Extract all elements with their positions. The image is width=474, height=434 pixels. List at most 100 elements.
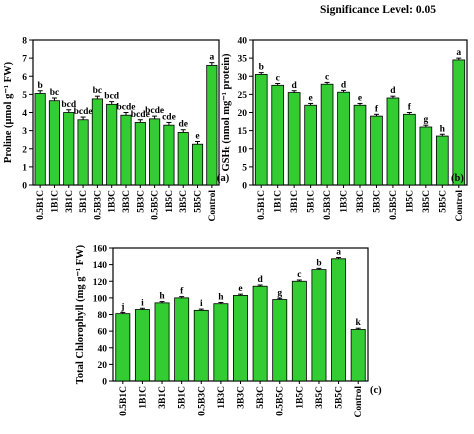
bar <box>77 119 89 186</box>
significance-letter: j <box>120 302 124 312</box>
bar <box>177 132 189 186</box>
x-category-label: 1B5C <box>165 190 175 213</box>
bar <box>370 115 383 186</box>
y-tick-label: 7 <box>22 55 27 65</box>
bar <box>272 299 288 382</box>
x-category-label: 5B1C <box>307 190 317 213</box>
x-category-label: 0.5B3C <box>197 386 207 416</box>
x-category-label: 3B1C <box>158 386 168 409</box>
chart-panel-2: 0 5 10 15 20 25 30 35 40 GSHₜ (nmol mg⁻¹ protein)… <box>221 37 468 222</box>
bar <box>287 92 301 186</box>
significance-letter: e <box>238 284 242 294</box>
significance-letter: d <box>341 80 347 90</box>
bar <box>206 64 218 186</box>
y-tick-label: 2 <box>22 145 27 155</box>
bar <box>134 122 146 186</box>
x-category-label: 5B5C <box>194 190 204 213</box>
bar <box>337 91 350 186</box>
significance-letter: f <box>408 103 412 113</box>
bar <box>154 302 170 382</box>
y-tick-label: 1 <box>22 163 27 173</box>
y-tick-label: 0 <box>102 378 107 388</box>
significance-letter: h <box>159 292 165 302</box>
y-tick-label: 120 <box>93 278 108 288</box>
significance-letter: bc <box>93 86 103 96</box>
bar <box>252 285 268 382</box>
significance-letter: i <box>141 298 144 308</box>
significance-letter: f <box>180 287 184 297</box>
bar <box>163 124 175 186</box>
significance-letter: e <box>195 132 199 142</box>
bar <box>419 126 433 186</box>
significance-letter: c <box>325 72 329 82</box>
x-category-label: 0.5B1C <box>257 190 267 220</box>
significance-letter: bcde <box>145 106 164 116</box>
x-category-label: 0.5B1C <box>119 386 129 416</box>
panel-label: (b) <box>451 173 464 184</box>
x-category-label: 1B3C <box>217 386 227 409</box>
x-category-label: 0.5B5C <box>151 190 161 220</box>
x-category-label: 3B1C <box>290 190 300 213</box>
x-category-label: 3B5C <box>422 190 432 213</box>
x-category-label: 0.5B5C <box>276 386 286 416</box>
x-category-label: 1B1C <box>274 190 284 213</box>
bar <box>134 309 150 382</box>
x-category-label: 1B3C <box>108 190 118 213</box>
x-category-label: 3B3C <box>122 190 132 213</box>
x-category-label: 5B3C <box>372 190 382 213</box>
significance-letter: c <box>297 270 301 280</box>
x-category-label: 5B1C <box>178 386 188 409</box>
significance-letter: bcde <box>131 110 150 120</box>
y-tick-label: 15 <box>238 127 248 137</box>
bar <box>106 103 118 186</box>
panel-label: (c) <box>370 385 382 396</box>
significance-letter: k <box>356 318 362 328</box>
bar <box>120 114 132 186</box>
bar <box>149 118 161 186</box>
significance-letter: bcd <box>61 100 77 110</box>
bar <box>350 329 366 382</box>
y-tick-label: 35 <box>238 55 248 65</box>
chart-panel-3: 0 20 40 60 80 100 120 140 160 Total Chlorophyll (… <box>75 244 382 417</box>
y-tick-label: 0 <box>22 182 27 192</box>
bar <box>34 93 46 186</box>
x-category-label: 1B5C <box>405 190 415 213</box>
x-category-label: 3B1C <box>65 190 75 213</box>
y-tick-label: 30 <box>238 73 248 83</box>
y-tick-label: 160 <box>93 245 108 255</box>
significance-letter: g <box>423 115 428 125</box>
y-tick-label: 4 <box>22 109 27 119</box>
y-tick-label: 0 <box>242 182 247 192</box>
significance-letter: h <box>440 124 446 134</box>
x-category-label: 0.5B3C <box>93 190 103 220</box>
x-category-label: 1B3C <box>340 190 350 213</box>
bar <box>403 113 416 186</box>
x-category-label: 5B1C <box>79 190 89 213</box>
y-tick-label: 5 <box>22 91 27 101</box>
panel-label: (a) <box>217 173 230 184</box>
significance-letter: h <box>218 292 224 302</box>
y-tick-label: 10 <box>238 145 248 155</box>
bar <box>311 269 327 382</box>
chart-panel-1: 0 1 2 3 4 5 6 7 8 Proline (µmol g⁻¹ FW) b 0.5B1C bc 1… <box>3 37 230 222</box>
x-category-label: 5B3C <box>136 190 146 213</box>
bar <box>320 83 334 186</box>
x-category-label: 0.5B1C <box>36 190 46 220</box>
y-tick-label: 100 <box>93 294 108 304</box>
x-category-label: 1B1C <box>138 386 148 409</box>
significance-letter: b <box>316 258 321 268</box>
significance-letter: a <box>209 53 214 63</box>
bar <box>48 100 61 186</box>
significance-letter: c <box>276 74 280 84</box>
significance-level-label: Significance Level: 0.05 <box>320 4 436 16</box>
significance-letter: bcd <box>104 92 120 102</box>
significance-letter: e <box>309 93 313 103</box>
x-category-label: 3B3C <box>237 386 247 409</box>
significance-letter: de <box>178 120 188 130</box>
bar <box>291 280 307 382</box>
x-category-label: 3B5C <box>179 190 189 213</box>
y-tick-label: 25 <box>238 91 248 101</box>
bar <box>193 309 209 382</box>
x-category-label: 0.5B3C <box>323 190 333 220</box>
